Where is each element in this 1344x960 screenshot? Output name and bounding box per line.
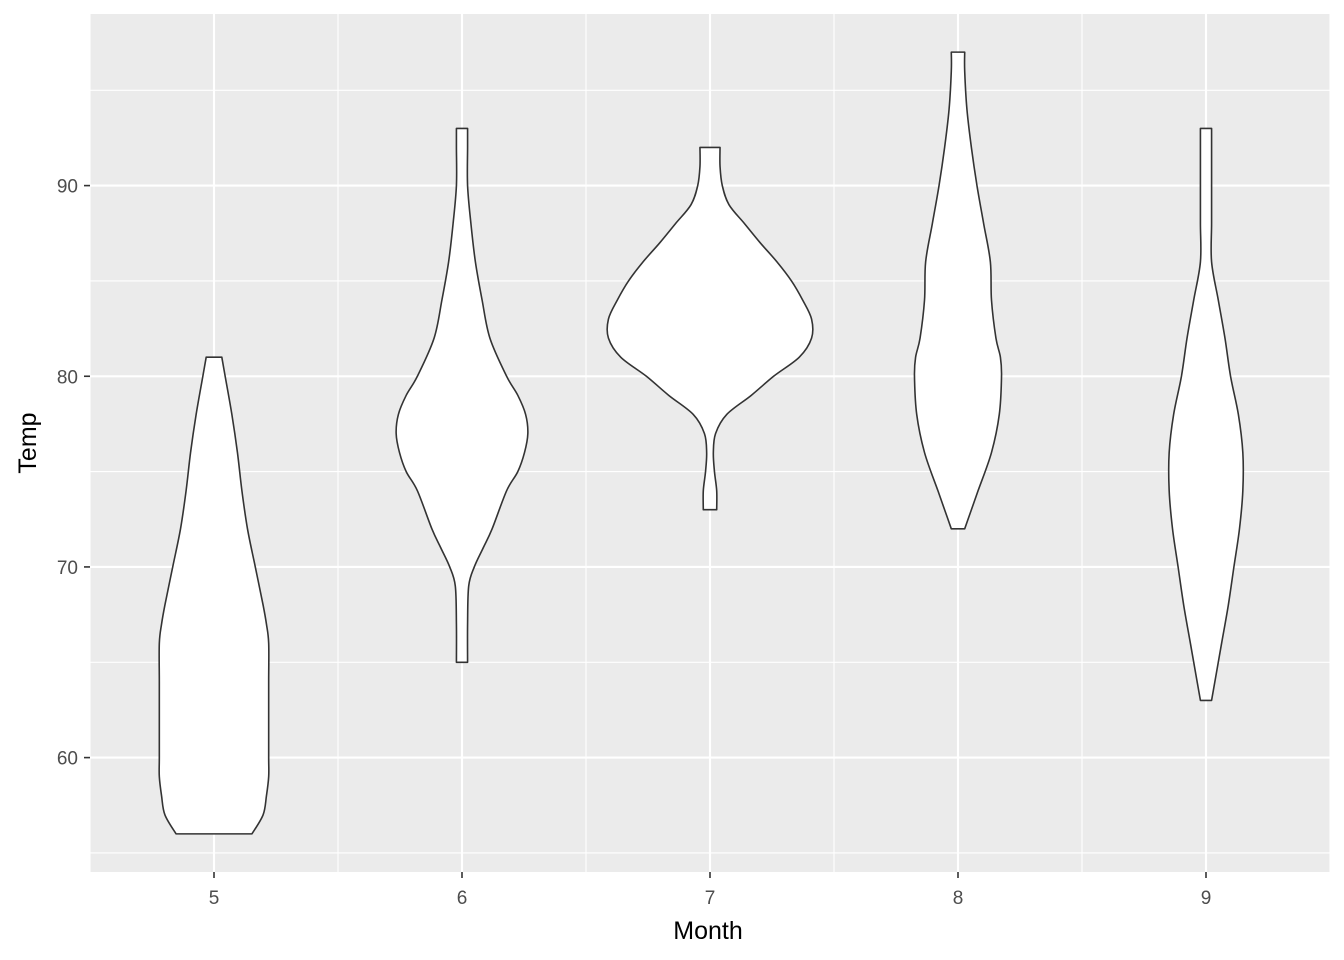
x-tick-label: 9 (1201, 888, 1212, 909)
x-tick-label: 8 (953, 888, 964, 909)
y-tick-label: 70 (57, 558, 78, 579)
y-tick-label: 80 (57, 367, 78, 388)
x-tick-label: 7 (705, 888, 716, 909)
axes: 60 70 80 90 5 6 7 8 9 (57, 177, 1211, 909)
violin-month-7 (606, 146, 814, 511)
y-tick-label: 90 (57, 177, 78, 198)
violin-month-5 (158, 356, 270, 835)
violin-month-6 (395, 127, 529, 664)
x-axis-title: Month (673, 917, 742, 945)
y-axis-title: Temp (14, 412, 42, 473)
x-tick-label: 5 (209, 888, 220, 909)
violins (158, 51, 1245, 835)
violin-month-8 (913, 51, 1003, 530)
x-tick-label: 6 (457, 888, 468, 909)
violin-month-9 (1167, 127, 1245, 702)
y-tick-label: 60 (57, 749, 78, 770)
